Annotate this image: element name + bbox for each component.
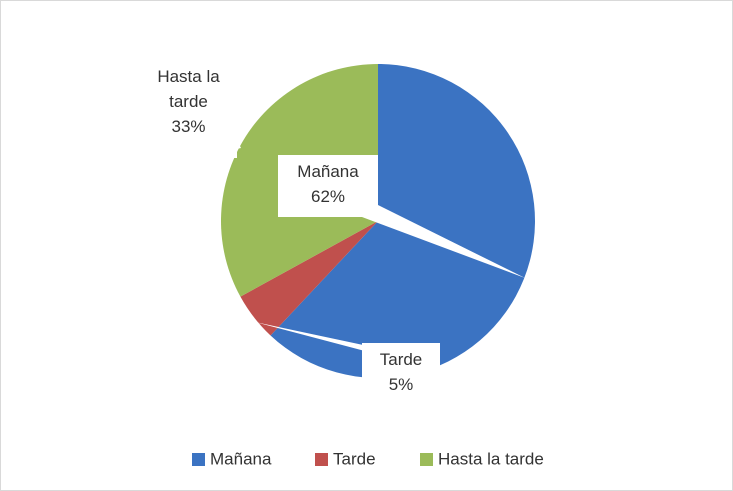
callout-pointer <box>330 205 525 278</box>
data-label-text: Tarde <box>379 350 423 369</box>
legend-swatch <box>192 453 205 466</box>
data-label: Hasta la tarde 33% <box>140 60 237 158</box>
data-label-text: Hasta la tarde <box>157 67 220 111</box>
legend-swatch <box>315 453 328 466</box>
legend-swatch <box>420 453 433 466</box>
data-label-text: 5% <box>388 375 414 394</box>
data-label-text: 62% <box>310 187 346 206</box>
data-label: Tarde 5% <box>362 343 440 405</box>
data-label: Mañana 62% <box>278 155 378 217</box>
legend-label: Tarde <box>333 449 376 468</box>
legend-label: Mañana <box>210 449 272 468</box>
pie-slice <box>240 221 378 336</box>
data-label-text: Mañana <box>297 162 359 181</box>
legend-label: Hasta la tarde <box>438 449 544 468</box>
data-label-text: 33% <box>171 117 206 136</box>
